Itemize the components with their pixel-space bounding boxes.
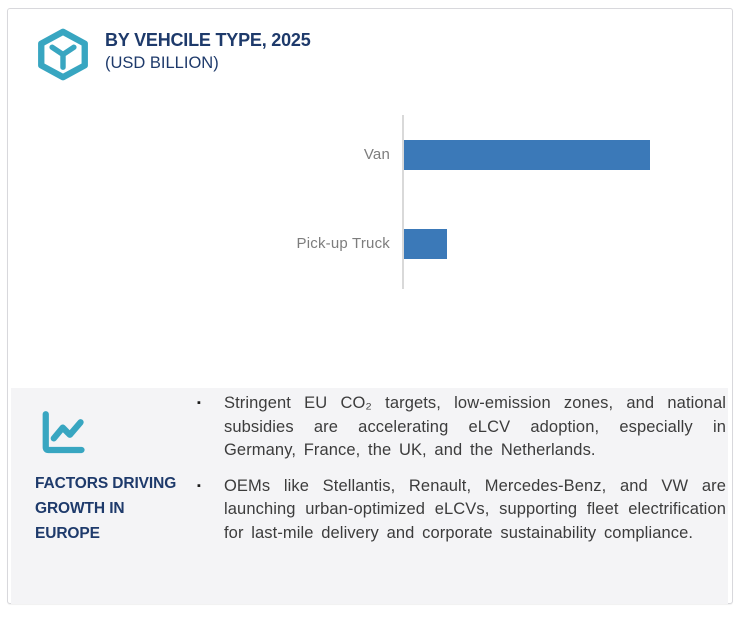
hexagon-cube-icon [34,27,92,82]
factors-bullet-list: ▪ Stringent EU CO₂ targets, low-emission… [194,392,726,557]
category-label-pickup-truck: Pick-up Truck [296,235,390,252]
bullet-square-icon: ▪ [197,479,201,492]
factors-heading-line: FACTORS DRIVING [35,475,177,492]
bullet-text: OEMs like Stellantis, Renault, Mercedes-… [224,476,726,542]
bullet-square-icon: ▪ [197,397,201,409]
factors-left-column: FACTORS DRIVING GROWTH IN EUROPE [35,408,193,546]
chart-subtitle: (USD BILLION) [105,54,219,72]
factors-heading-line: GROWTH IN [35,500,125,517]
chart-header: BY VEHCILE TYPE, 2025 (USD BILLION) [34,27,311,82]
factors-section: FACTORS DRIVING GROWTH IN EUROPE ▪ Strin… [11,388,728,604]
category-label-van: Van [363,146,390,163]
y-axis-line [402,115,404,289]
bar-chart-plot-area [404,115,728,289]
bullet-text: Stringent EU CO₂ targets, low-emission z… [224,394,726,459]
bar-pickup-truck [404,229,448,259]
factors-heading-line: EUROPE [35,525,100,542]
title-block: BY VEHCILE TYPE, 2025 (USD BILLION) [105,27,311,74]
factors-heading: FACTORS DRIVING GROWTH IN EUROPE [35,471,193,546]
infographic-card: BY VEHCILE TYPE, 2025 (USD BILLION) Van … [7,8,733,604]
list-item: ▪ OEMs like Stellantis, Renault, Mercede… [194,475,726,546]
chart-title: BY VEHCILE TYPE, 2025 [105,30,311,50]
bar-van [404,140,651,170]
line-chart-icon [37,408,92,458]
list-item: ▪ Stringent EU CO₂ targets, low-emission… [194,392,726,463]
